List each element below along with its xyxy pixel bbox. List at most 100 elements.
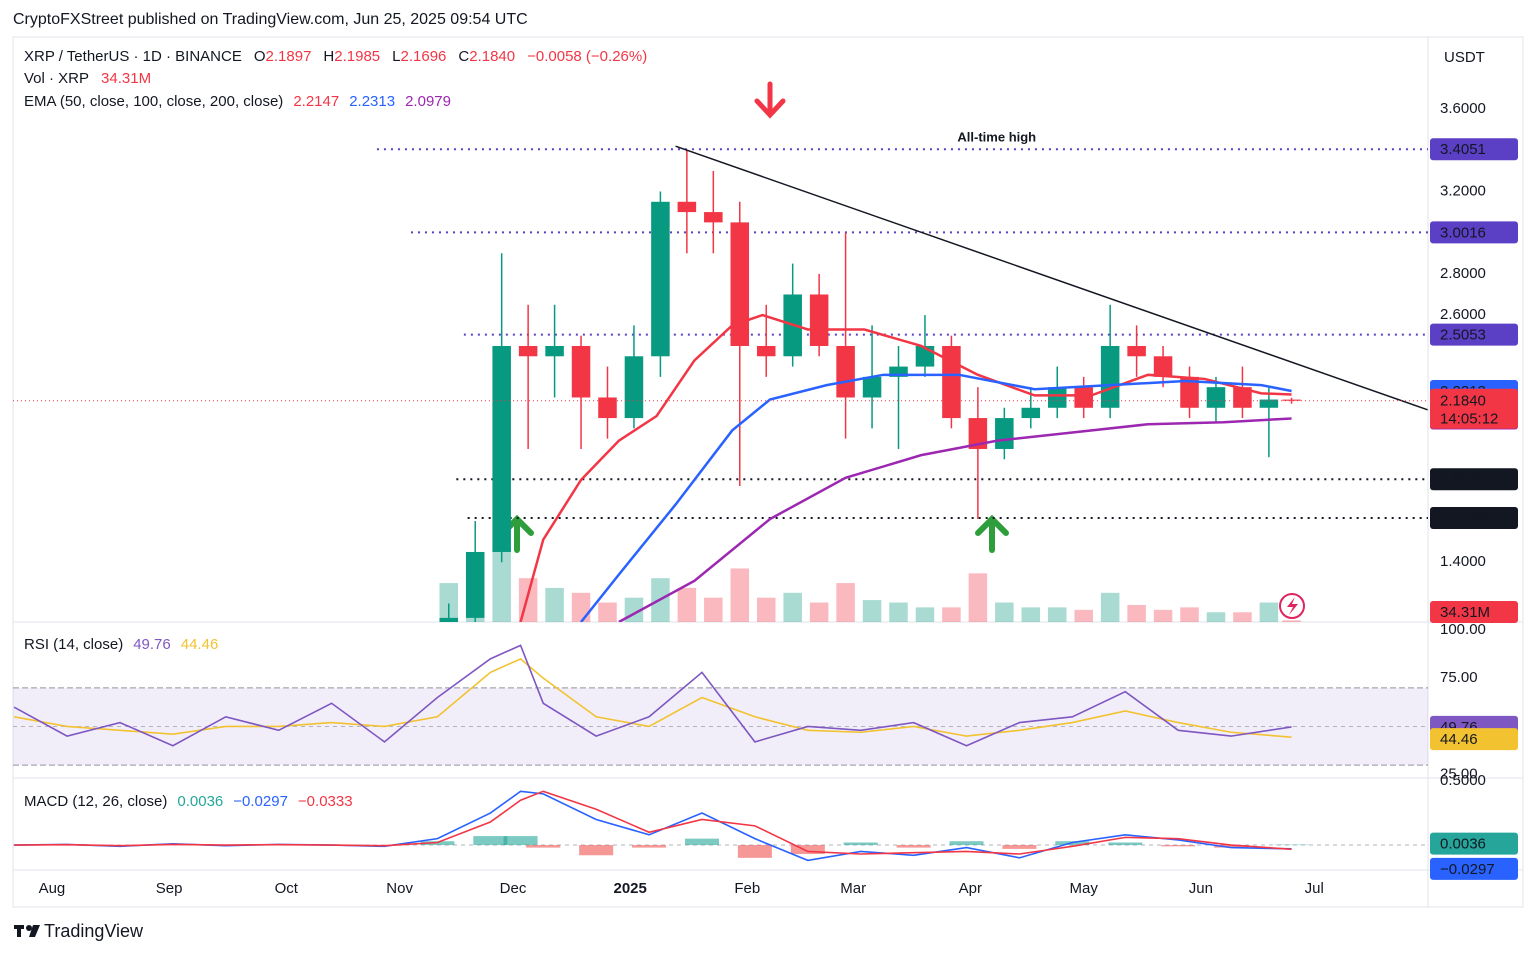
candle-body — [995, 418, 1014, 449]
candle-body — [518, 345, 538, 357]
macd-tag: −0.0297 — [1440, 861, 1495, 878]
candle-body — [1233, 387, 1252, 408]
volume-bar — [1233, 612, 1252, 622]
candle-body — [1021, 407, 1041, 419]
y-tick-label: 2.6000 — [1440, 306, 1486, 323]
volume-bar — [1153, 609, 1173, 622]
frame — [12, 36, 1524, 908]
volume-bar — [704, 597, 723, 622]
x-tick-label: Apr — [959, 880, 982, 897]
candle-body — [465, 551, 485, 618]
volume-bar — [1206, 612, 1226, 622]
indicator-line — [13, 657, 1292, 738]
candle-body — [756, 345, 776, 357]
y-tick-label: 1.4000 — [1440, 553, 1486, 570]
ohlc-letter: L — [392, 48, 400, 65]
candle-body — [836, 345, 855, 398]
volume-bar — [545, 587, 564, 622]
ohlc-value: 2.1840 — [469, 48, 515, 65]
rsi-value: 44.46 — [181, 636, 219, 653]
candle-body — [1074, 387, 1093, 408]
ema-value: 2.2147 — [293, 93, 339, 110]
x-tick-label: Feb — [734, 880, 760, 897]
price-tag-bg — [1430, 388, 1518, 429]
volume-bar — [968, 573, 988, 622]
indicator-line — [14, 790, 1292, 855]
volume-bar — [1127, 604, 1146, 622]
candle-body — [1100, 345, 1120, 408]
macd-value: −0.0333 — [298, 793, 353, 810]
volume-bar — [942, 607, 961, 622]
histogram-bar — [843, 842, 878, 846]
histogram-bar — [896, 845, 931, 848]
change: −0.0058 (−0.26%) — [527, 48, 647, 65]
brand: TradingView — [44, 921, 144, 941]
y-tick-label: 3.6000 — [1440, 100, 1486, 117]
trendline — [675, 145, 1428, 411]
histogram-bar — [1214, 845, 1249, 848]
candle-body — [1127, 345, 1146, 357]
volume-bar — [809, 602, 829, 622]
macd-tag: 0.0036 — [1440, 836, 1486, 853]
histogram-bar — [579, 845, 614, 856]
volume-bar — [889, 602, 908, 622]
candle-body — [439, 617, 459, 622]
volume-bar — [1180, 607, 1199, 622]
rsi-value: 49.76 — [133, 636, 171, 653]
annotation: All-time high — [957, 129, 1036, 144]
x-tick-label: Jun — [1189, 880, 1213, 897]
candle-body — [1282, 399, 1301, 401]
legend-line: XRP / TetherUS · 1D · BINANCE O2.1897 H2.1… — [24, 48, 647, 65]
level-tag: 3.4051 — [1440, 141, 1486, 158]
volume-bar — [1047, 607, 1067, 622]
histogram-bar — [1161, 845, 1196, 847]
x-tick-label: May — [1070, 880, 1099, 897]
histogram-bar — [790, 845, 825, 855]
rsi-tag: 44.46 — [1440, 731, 1478, 748]
price-countdown: 14:05:12 — [1440, 411, 1498, 428]
volume-bar — [677, 587, 697, 622]
y-tick-label: 2.8000 — [1440, 265, 1486, 282]
candle-body — [545, 345, 564, 357]
volume-bar — [1100, 592, 1120, 622]
histogram-bar — [949, 841, 984, 846]
volume-bar — [995, 602, 1014, 622]
histogram-bar — [473, 836, 508, 846]
candle-body — [492, 345, 511, 552]
volume-bar — [439, 583, 459, 622]
volume-bar — [492, 549, 511, 622]
macd-value: 0.0036 — [177, 793, 223, 810]
legend-line: RSI (14, close) 49.76 44.46 — [24, 636, 218, 653]
volume-bar — [598, 602, 617, 622]
y-tick-label: 100.00 — [1440, 621, 1486, 638]
candle-body — [862, 376, 882, 398]
volume-bar — [1074, 609, 1093, 622]
pane — [13, 790, 1428, 862]
x-tick-label: 2025 — [613, 880, 646, 897]
macd-title: MACD (12, 26, close) — [24, 793, 167, 810]
alert-icon-bolt — [1287, 597, 1298, 615]
ohlc-value: 2.1985 — [334, 48, 380, 65]
candle-body — [889, 366, 908, 377]
ohlc-letter: C — [458, 48, 469, 65]
ema-value: 2.2313 — [349, 93, 395, 110]
x-tick-label: Jul — [1305, 880, 1324, 897]
volume-title: Vol · XRP — [24, 70, 89, 87]
histogram-bar — [526, 845, 561, 848]
candle-body — [1047, 387, 1067, 408]
x-tick-label: Mar — [840, 880, 866, 897]
volume-tag: 34.31M — [1440, 604, 1490, 621]
candle-body — [598, 397, 617, 419]
ema-value: 2.0979 — [405, 93, 451, 110]
volume-bar — [1282, 620, 1301, 622]
x-tick-label: Oct — [275, 880, 299, 897]
ema-title: EMA (50, close, 100, close, 200, close) — [24, 93, 283, 110]
histogram-bar — [1108, 842, 1143, 846]
macd-tag-bg — [1430, 832, 1518, 855]
volume-bar — [783, 592, 802, 622]
brand-logo — [14, 925, 40, 937]
ema-line — [519, 313, 1292, 622]
ohlc-value: 2.1897 — [266, 48, 312, 65]
